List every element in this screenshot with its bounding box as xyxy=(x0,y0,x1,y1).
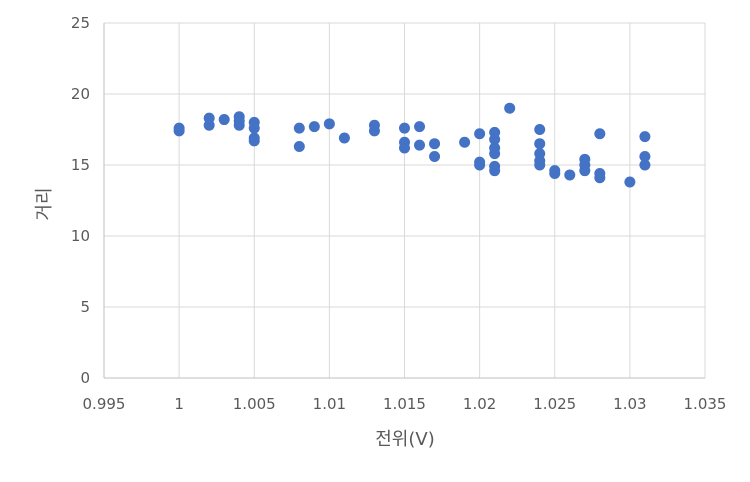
y-tick-label: 5 xyxy=(80,298,90,316)
x-tick-label: 1.015 xyxy=(383,395,426,413)
data-point xyxy=(248,135,260,147)
data-point xyxy=(594,128,606,140)
data-point xyxy=(233,119,245,131)
data-point xyxy=(414,139,426,151)
data-point xyxy=(429,138,441,150)
y-tick-label: 10 xyxy=(71,227,90,245)
y-axis-title: 거리 xyxy=(34,187,55,220)
x-tick-label: 1.01 xyxy=(313,395,346,413)
data-point xyxy=(293,122,305,134)
data-point xyxy=(534,159,546,171)
data-point xyxy=(534,124,546,135)
data-points xyxy=(173,102,651,188)
y-tick-label: 20 xyxy=(71,85,90,103)
data-point xyxy=(399,142,410,154)
data-point xyxy=(248,122,260,134)
data-point xyxy=(323,118,335,130)
y-tick-label: 0 xyxy=(80,369,90,387)
data-point xyxy=(504,102,516,114)
x-tick-label: 1.02 xyxy=(463,395,496,413)
data-point xyxy=(489,148,501,160)
data-point xyxy=(474,159,486,171)
data-point xyxy=(429,150,441,162)
gridlines xyxy=(104,22,706,378)
data-point xyxy=(639,131,651,143)
data-point xyxy=(218,114,230,126)
data-point xyxy=(414,121,426,133)
data-point xyxy=(203,119,215,131)
data-point xyxy=(474,128,486,140)
data-point xyxy=(489,133,501,145)
data-point xyxy=(564,169,576,181)
data-point xyxy=(534,138,546,150)
data-point xyxy=(639,150,651,162)
data-point xyxy=(293,141,305,153)
data-point xyxy=(594,172,606,184)
data-point xyxy=(368,125,380,137)
data-point xyxy=(173,125,185,137)
x-tick-label: 1.005 xyxy=(233,395,276,413)
x-tick-label: 1.03 xyxy=(613,395,646,413)
data-point xyxy=(624,176,636,188)
data-point xyxy=(639,159,651,171)
data-point xyxy=(308,121,320,133)
x-tick-label: 1 xyxy=(174,395,184,413)
x-tick-label: 1.035 xyxy=(684,395,727,413)
data-point xyxy=(579,165,591,177)
data-point xyxy=(338,132,350,144)
x-tick-label: 1.025 xyxy=(533,395,576,413)
data-point xyxy=(399,122,410,134)
y-tick-label: 15 xyxy=(71,156,90,174)
x-axis-title: 전위(V) xyxy=(375,429,434,450)
data-point xyxy=(459,136,471,148)
axes: 0.995 1 1.005 1.01 1.015 1.02 1.025 1.03 1.035 0 5… xyxy=(71,14,727,413)
x-tick-label: 0.995 xyxy=(83,395,126,413)
data-point xyxy=(549,168,561,180)
data-point xyxy=(489,165,501,177)
y-tick-label: 25 xyxy=(71,14,90,32)
